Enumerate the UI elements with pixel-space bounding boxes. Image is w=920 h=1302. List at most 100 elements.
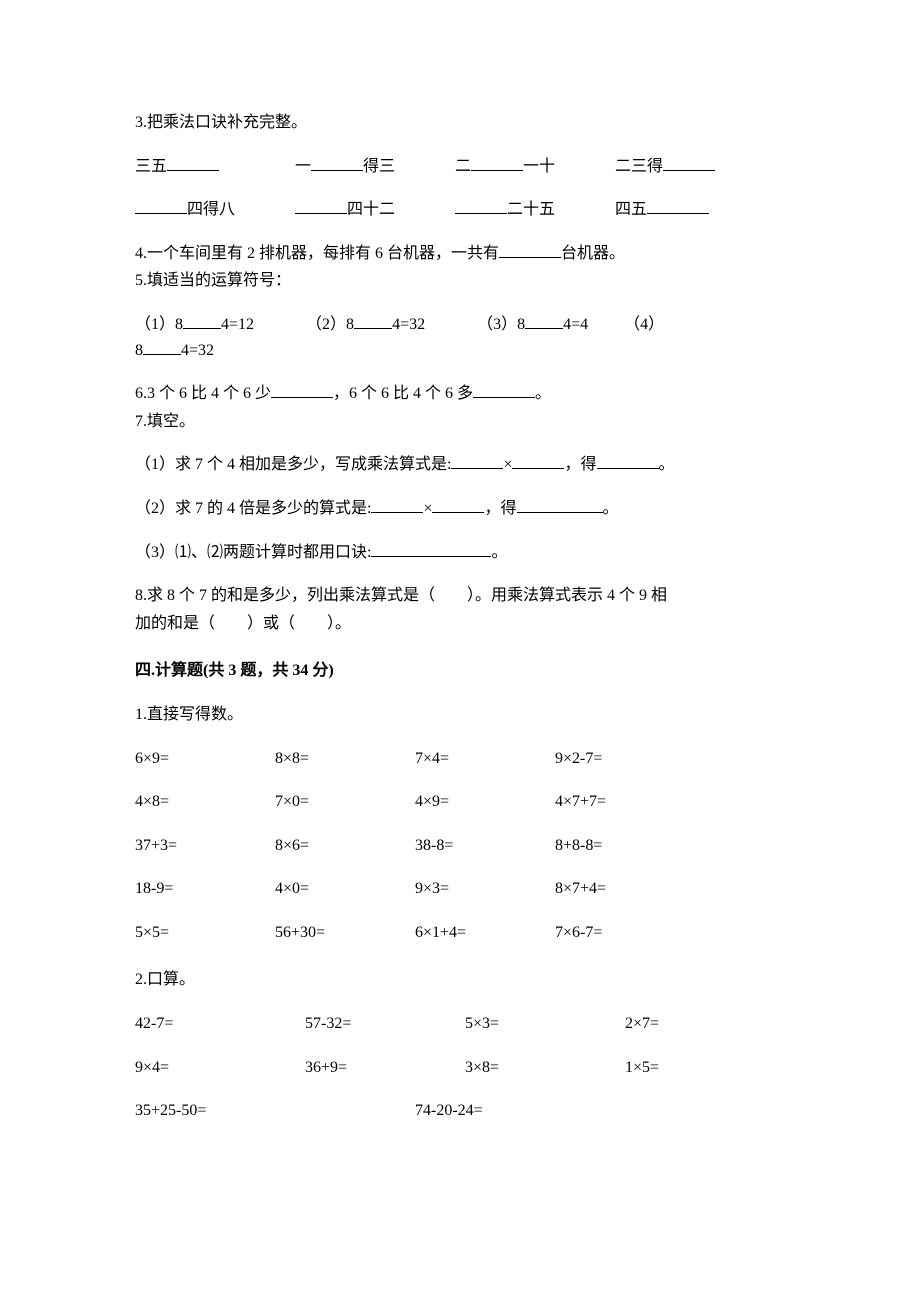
calc2-grid: 42-7= 57-32= 5×3= 2×7= 9×4= 36+9= 3×8= 1… bbox=[135, 1011, 790, 1080]
q8-l2: 加的和是（ ）或（ ）。 bbox=[135, 611, 790, 637]
calc-cell: 8×8= bbox=[275, 746, 415, 772]
q7-p2-pre: （2）求 7 的 4 倍是多少的算式是: bbox=[135, 500, 371, 517]
blank bbox=[647, 197, 709, 214]
calc-cell: 7×4= bbox=[415, 746, 555, 772]
blank bbox=[451, 452, 503, 469]
q5-d-pre: 8 bbox=[135, 342, 143, 359]
calc-cell: 9×3= bbox=[415, 876, 555, 902]
calc1-title: 1.直接写得数。 bbox=[135, 702, 790, 728]
blank bbox=[295, 197, 347, 214]
q7-p3-end: 。 bbox=[491, 544, 507, 561]
q5-title: 5.填适当的运算符号： bbox=[135, 268, 790, 294]
blank bbox=[135, 197, 187, 214]
q4: 4.一个车间里有 2 排机器，每排有 6 台机器，一共有 台机器。 bbox=[135, 241, 790, 267]
blank bbox=[517, 496, 603, 513]
calc-cell: 4×9= bbox=[415, 789, 555, 815]
calc-cell: 4×8= bbox=[135, 789, 275, 815]
calc-cell: 4×0= bbox=[275, 876, 415, 902]
calc-cell: 6×1+4= bbox=[415, 920, 555, 946]
q7-p1-de: ，得 bbox=[564, 456, 596, 473]
calc-cell: 1×5= bbox=[625, 1055, 765, 1081]
q5-a-pre: （1）8 bbox=[135, 316, 183, 333]
calc-cell: 57-32= bbox=[305, 1011, 465, 1037]
q6-post: 。 bbox=[535, 385, 551, 402]
calc-cell: 5×3= bbox=[465, 1011, 625, 1037]
q7-p3-pre: （3）⑴、⑵两题计算时都用口诀: bbox=[135, 544, 371, 561]
calc-cell: 56+30= bbox=[275, 920, 415, 946]
calc-cell: 2×7= bbox=[625, 1011, 765, 1037]
q6-mid: ，6 个 6 比 4 个 6 多 bbox=[333, 385, 473, 402]
q3-r1-b-post: 得三 bbox=[363, 158, 395, 175]
calc-cell: 6×9= bbox=[135, 746, 275, 772]
q5-b-post: 4=32 bbox=[392, 316, 425, 333]
calc-cell: 18-9= bbox=[135, 876, 275, 902]
q5-c-pre: （3）8 bbox=[477, 316, 525, 333]
calc-cell: 9×4= bbox=[135, 1055, 305, 1081]
calc-cell: 42-7= bbox=[135, 1011, 305, 1037]
blank bbox=[271, 381, 333, 398]
q7-p1-mid: × bbox=[503, 456, 512, 473]
blank bbox=[499, 241, 561, 258]
q3-r2-c-post: 二十五 bbox=[507, 201, 555, 218]
q7-p1-end: 。 bbox=[659, 456, 675, 473]
q3-r1-c-post: 一十 bbox=[523, 158, 555, 175]
calc-cell: 8+8-8= bbox=[555, 833, 715, 859]
q4-post: 台机器。 bbox=[561, 245, 625, 262]
blank bbox=[167, 154, 219, 171]
q5-a-post: 4=12 bbox=[221, 316, 254, 333]
q7-p2: （2）求 7 的 4 倍是多少的算式是: × ，得 。 bbox=[135, 496, 790, 522]
calc-cell: 3×8= bbox=[465, 1055, 625, 1081]
blank bbox=[183, 312, 221, 329]
q8-l1: 8.求 8 个 7 的和是多少，列出乘法算式是（ ）。用乘法算式表示 4 个 9… bbox=[135, 583, 790, 609]
calc-cell: 7×6-7= bbox=[555, 920, 715, 946]
calc-cell: 8×6= bbox=[275, 833, 415, 859]
q7-p3: （3）⑴、⑵两题计算时都用口诀: 。 bbox=[135, 540, 790, 566]
q3-row1: 三五 一 得三 二 一十 二三得 bbox=[135, 154, 790, 180]
blank bbox=[143, 338, 181, 355]
blank bbox=[525, 312, 563, 329]
q3-r1-d-pre: 二三得 bbox=[615, 158, 663, 175]
section-4-heading: 四.计算题(共 3 题，共 34 分) bbox=[135, 658, 790, 684]
q7-p2-mid: × bbox=[423, 500, 432, 517]
q3-r1-a-pre: 三五 bbox=[135, 158, 167, 175]
blank bbox=[432, 496, 484, 513]
blank bbox=[354, 312, 392, 329]
q3-r2-a-post: 四得八 bbox=[187, 201, 235, 218]
q4-pre: 4.一个车间里有 2 排机器，每排有 6 台机器，一共有 bbox=[135, 245, 499, 262]
q5-body: （1）8 4=12 （2）8 4=32 （3）8 4=4 （4） 8 4=32 bbox=[135, 312, 790, 363]
blank bbox=[311, 154, 363, 171]
q5-c-post: 4=4 bbox=[563, 316, 588, 333]
calc-cell: 35+25-50= bbox=[135, 1098, 415, 1124]
q7-p2-de: ，得 bbox=[484, 500, 516, 517]
blank bbox=[597, 452, 659, 469]
q7-p2-end: 。 bbox=[603, 500, 619, 517]
q3-r1-c-pre: 二 bbox=[455, 158, 471, 175]
blank bbox=[455, 197, 507, 214]
q5-d-post: 4=32 bbox=[181, 342, 214, 359]
q5-d-label: （4） bbox=[624, 316, 664, 333]
calc-cell: 36+9= bbox=[305, 1055, 465, 1081]
calc-cell: 38-8= bbox=[415, 833, 555, 859]
calc-cell: 7×0= bbox=[275, 789, 415, 815]
calc-cell: 37+3= bbox=[135, 833, 275, 859]
blank bbox=[473, 381, 535, 398]
q3-title: 3.把乘法口诀补充完整。 bbox=[135, 110, 790, 136]
calc-cell: 9×2-7= bbox=[555, 746, 715, 772]
calc2-last: 35+25-50= 74-20-24= bbox=[135, 1098, 790, 1124]
calc-cell: 8×7+4= bbox=[555, 876, 715, 902]
q6: 6.3 个 6 比 4 个 6 少 ，6 个 6 比 4 个 6 多 。 bbox=[135, 381, 790, 407]
calc1-grid: 6×9= 8×8= 7×4= 9×2-7= 4×8= 7×0= 4×9= 4×7… bbox=[135, 746, 790, 946]
q6-pre: 6.3 个 6 比 4 个 6 少 bbox=[135, 385, 271, 402]
q3-row2: 四得八 四十二 二十五 四五 bbox=[135, 197, 790, 223]
q5-b-pre: （2）8 bbox=[306, 316, 354, 333]
q7-title: 7.填空。 bbox=[135, 409, 790, 435]
blank bbox=[371, 540, 491, 557]
q7-p1: （1）求 7 个 4 相加是多少，写成乘法算式是:×，得。 bbox=[135, 452, 790, 478]
blank bbox=[471, 154, 523, 171]
calc-cell: 5×5= bbox=[135, 920, 275, 946]
calc-cell: 74-20-24= bbox=[415, 1098, 695, 1124]
blank bbox=[371, 496, 423, 513]
blank bbox=[512, 452, 564, 469]
blank bbox=[663, 154, 715, 171]
q3-r1-b-pre: 一 bbox=[295, 158, 311, 175]
